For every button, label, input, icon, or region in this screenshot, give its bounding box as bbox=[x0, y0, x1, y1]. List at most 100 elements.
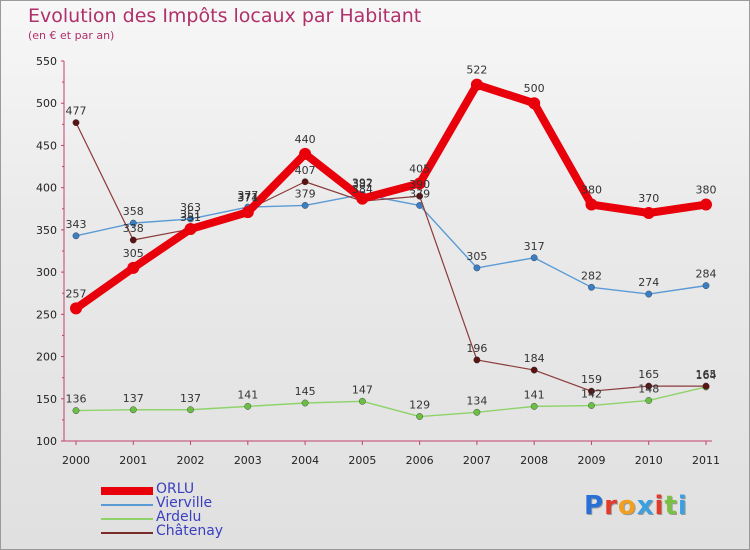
x-tick-label: 2010 bbox=[635, 454, 663, 467]
data-point bbox=[645, 290, 653, 298]
data-point bbox=[416, 192, 424, 200]
data-point bbox=[129, 406, 137, 414]
data-point bbox=[588, 387, 595, 395]
data-label: 343 bbox=[66, 218, 87, 231]
y-tick-label: 250 bbox=[36, 308, 57, 321]
data-label: 142 bbox=[581, 388, 602, 401]
y-tick-label: 500 bbox=[36, 97, 57, 110]
legend-label: Vierville bbox=[156, 495, 213, 511]
data-point bbox=[470, 78, 483, 91]
data-label: 390 bbox=[409, 178, 430, 191]
logo-letter: t bbox=[664, 491, 678, 521]
data-point bbox=[530, 254, 538, 262]
data-label: 387 bbox=[352, 178, 373, 191]
legend-swatch bbox=[101, 487, 153, 495]
logo-letter: i bbox=[677, 491, 688, 521]
data-label: 305 bbox=[123, 247, 144, 260]
data-labels-layer: 343 358 363 377 379 392 379 305 317 282 274 284 136 1… bbox=[66, 64, 717, 412]
legend: ORLU Vierville Ardelu Châtenay bbox=[101, 481, 301, 540]
data-point bbox=[299, 147, 312, 160]
data-point bbox=[413, 177, 426, 190]
y-tick-label: 400 bbox=[36, 182, 57, 195]
data-point bbox=[416, 413, 424, 420]
data-label: 148 bbox=[638, 382, 659, 395]
data-point bbox=[129, 236, 137, 244]
data-label: 129 bbox=[409, 399, 430, 412]
proxiti-logo: Proxiti bbox=[584, 491, 688, 521]
series-line-orlu bbox=[72, 80, 710, 313]
data-point bbox=[127, 261, 140, 274]
legend-item-châtenay: Châtenay bbox=[101, 523, 301, 540]
chart-title: Evolution des Impôts locaux par Habitant bbox=[28, 5, 422, 27]
data-label: 384 bbox=[352, 183, 373, 196]
logo-letter: x bbox=[636, 491, 655, 521]
series-line-vierville bbox=[75, 193, 707, 295]
x-tick-label: 2008 bbox=[520, 454, 548, 467]
chart-subtitle: (en € et par an) bbox=[28, 29, 115, 42]
x-tick-label: 2005 bbox=[348, 454, 376, 467]
y-tick-label: 550 bbox=[36, 55, 57, 68]
x-tick-label: 2001 bbox=[119, 454, 147, 467]
data-label: 141 bbox=[524, 388, 545, 401]
data-label: 363 bbox=[180, 201, 201, 214]
data-point bbox=[244, 402, 252, 410]
data-label: 136 bbox=[66, 393, 87, 406]
x-tick-label: 2002 bbox=[177, 454, 205, 467]
legend-swatch bbox=[101, 532, 153, 534]
legend-label: ORLU bbox=[156, 481, 195, 497]
data-label: 379 bbox=[409, 187, 430, 200]
data-point bbox=[530, 366, 538, 374]
data-point bbox=[301, 178, 309, 186]
data-label: 317 bbox=[524, 240, 545, 253]
data-label: 477 bbox=[66, 105, 87, 118]
data-point bbox=[187, 215, 194, 223]
data-label: 165 bbox=[696, 368, 717, 381]
legend-swatch bbox=[101, 518, 153, 520]
y-tick-label: 150 bbox=[36, 393, 57, 406]
x-tick-label: 2009 bbox=[577, 454, 605, 467]
data-point bbox=[72, 119, 80, 127]
data-point bbox=[700, 198, 712, 211]
data-label: 351 bbox=[180, 208, 201, 221]
data-label: 284 bbox=[696, 268, 717, 281]
data-label: 274 bbox=[638, 276, 659, 289]
data-label: 147 bbox=[352, 383, 373, 396]
data-label: 196 bbox=[466, 342, 487, 355]
data-label: 338 bbox=[123, 222, 144, 235]
data-point bbox=[588, 402, 595, 409]
data-label: 380 bbox=[696, 184, 717, 197]
data-label: 371 bbox=[237, 191, 258, 204]
logo-letter: o bbox=[617, 491, 637, 521]
x-tick-label: 2004 bbox=[291, 454, 319, 467]
legend-swatch bbox=[101, 504, 153, 506]
data-label: 440 bbox=[295, 133, 316, 146]
series-line-ardelu bbox=[75, 386, 707, 418]
data-point bbox=[473, 264, 481, 272]
data-label: 405 bbox=[409, 162, 430, 175]
y-tick-label: 300 bbox=[36, 266, 57, 279]
x-tick-label: 2000 bbox=[62, 454, 90, 467]
data-label: 358 bbox=[123, 205, 144, 218]
data-label: 351 bbox=[180, 211, 201, 224]
y-tick-label: 450 bbox=[36, 139, 57, 152]
x-tick-label: 2011 bbox=[692, 454, 720, 467]
data-point bbox=[588, 283, 595, 291]
legend-item-ardelu: Ardelu bbox=[101, 509, 301, 526]
x-tick-label: 2007 bbox=[463, 454, 491, 467]
series-layer bbox=[70, 78, 712, 420]
data-point bbox=[72, 407, 80, 414]
legend-label: Ardelu bbox=[156, 509, 202, 525]
data-label: 370 bbox=[638, 192, 659, 205]
data-point bbox=[358, 397, 366, 405]
data-point bbox=[129, 219, 137, 227]
data-point bbox=[702, 282, 710, 290]
axes: 100 150 200 250 300 350 400 450 500 550 2000 2001 20… bbox=[36, 55, 720, 467]
data-label: 164 bbox=[696, 369, 717, 382]
data-point bbox=[301, 201, 309, 209]
data-label: 380 bbox=[581, 184, 602, 197]
logo-letter: P bbox=[584, 491, 605, 521]
data-label: 379 bbox=[295, 187, 316, 200]
y-tick-label: 100 bbox=[36, 435, 57, 448]
